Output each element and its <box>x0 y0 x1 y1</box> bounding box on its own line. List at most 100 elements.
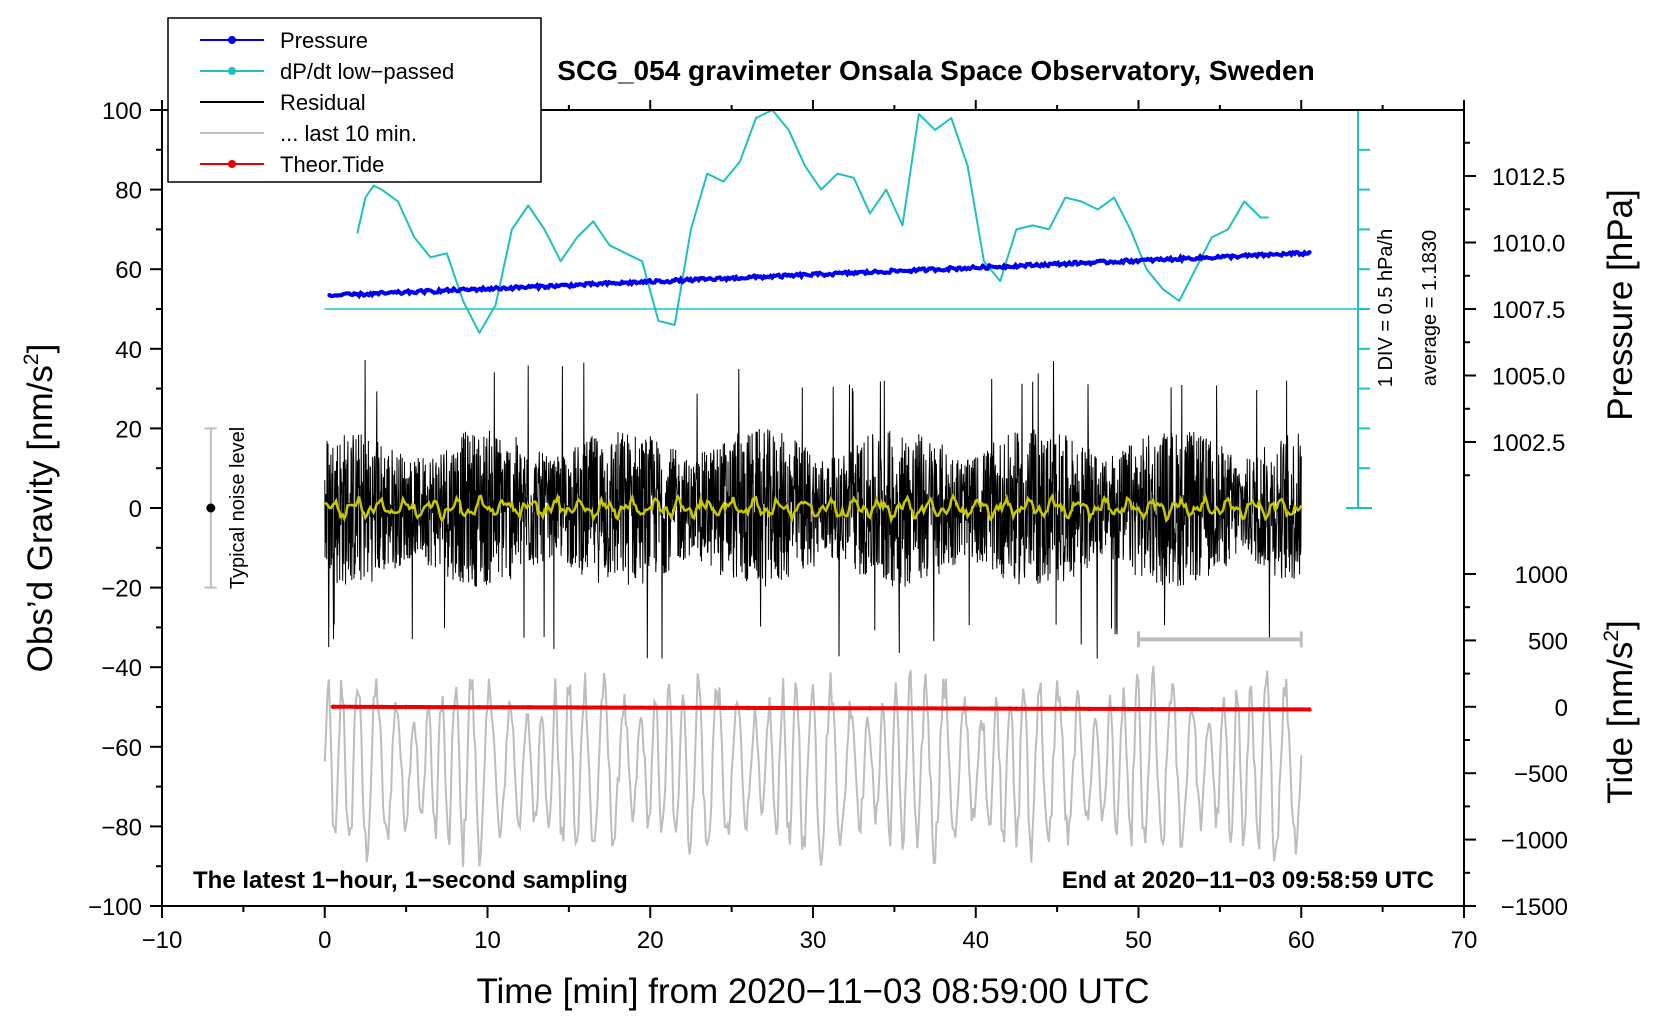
theor-tide-point <box>1038 706 1044 711</box>
dpdt-average-label: average = 1.1830 <box>1419 230 1441 386</box>
pressure-point <box>614 281 620 286</box>
theor-tide-point <box>1136 706 1141 712</box>
theor-tide-point <box>574 705 580 710</box>
pressure-point <box>588 282 594 288</box>
pressure-point <box>1091 260 1097 265</box>
theor-tide-point <box>1063 706 1068 711</box>
pressure-point <box>869 270 874 276</box>
pressure-point <box>425 287 430 293</box>
x-tick-label: 60 <box>1288 927 1315 954</box>
tide-axis-label-close: ] <box>1601 620 1640 630</box>
pressure-point <box>758 274 763 279</box>
pressure-point <box>823 272 829 277</box>
pressure-point <box>1170 258 1175 263</box>
pressure-point <box>954 267 959 273</box>
pressure-point <box>654 278 659 283</box>
pressure-point <box>804 272 809 277</box>
pressure-point <box>451 286 456 291</box>
pressure-point <box>438 289 443 295</box>
noise-level-indicator <box>204 427 217 589</box>
x-tick-label: 0 <box>318 927 331 954</box>
pressure-point <box>1157 257 1162 262</box>
pressure-point <box>373 291 378 296</box>
pressure-tick-label: 1007.5 <box>1492 297 1565 324</box>
y-axis-label-left-sup: 2 <box>20 353 43 365</box>
theor-tide-point <box>501 705 506 710</box>
x-axis-ticks: −10 0 10 20 30 40 50 60 70 <box>142 100 1477 954</box>
pressure-point <box>667 280 672 285</box>
tide-tick-label: 500 <box>1528 628 1568 655</box>
y-tick-label: 0 <box>129 496 142 523</box>
y-tick-label: −60 <box>101 735 142 762</box>
pressure-point <box>405 288 411 293</box>
pressure-point <box>693 276 698 281</box>
legend-box <box>167 17 542 183</box>
theor-tide-point <box>403 704 409 710</box>
pressure-point <box>738 276 744 281</box>
theor-tide-point <box>1282 707 1288 712</box>
pressure-point <box>1039 262 1044 267</box>
pressure-point <box>595 282 600 288</box>
pressure-point <box>1228 255 1234 261</box>
tide-tick-label: 1000 <box>1515 562 1568 589</box>
pressure-point <box>934 267 940 272</box>
pressure-point <box>1254 254 1260 259</box>
pressure-point <box>921 266 927 271</box>
pressure-point <box>1098 258 1103 263</box>
pressure-point <box>412 290 417 296</box>
theor-tide-point <box>355 704 360 710</box>
pressure-point <box>1196 256 1201 261</box>
pressure-point <box>1241 253 1247 258</box>
pressure-point <box>1183 256 1188 261</box>
pressure-point <box>1117 260 1123 265</box>
tide-tick-label: −1000 <box>1501 828 1568 855</box>
pressure-point <box>1065 261 1070 267</box>
tide-tick-label: 0 <box>1555 695 1568 722</box>
pressure-point <box>967 266 972 271</box>
pressure-point <box>1248 253 1253 258</box>
residual-lowpass-line <box>324 491 1303 525</box>
x-axis-label: Time [min] from 2020−11−03 08:59:00 UTC <box>476 972 1149 1011</box>
tide-axis-label-sup: 2 <box>1600 630 1623 642</box>
tide-tick-label: −500 <box>1514 761 1568 788</box>
y-tick-label: 20 <box>115 416 142 443</box>
pressure-point <box>1202 255 1208 260</box>
annotation-bottom-left: The latest 1−hour, 1−second sampling <box>193 867 628 894</box>
pressure-point <box>784 273 790 278</box>
pressure-point <box>1052 260 1057 266</box>
legend-label: ... last 10 min. <box>280 121 417 146</box>
pressure-point <box>915 267 920 273</box>
pressure-point <box>503 286 509 292</box>
pressure-point <box>458 287 463 292</box>
pressure-point <box>647 278 652 283</box>
pressure-point <box>529 283 535 289</box>
pressure-point <box>673 277 678 282</box>
theor-tide-point <box>843 706 848 711</box>
pressure-point <box>1045 263 1051 269</box>
tide-tick-label: −1500 <box>1501 894 1568 921</box>
y-tick-label: −40 <box>101 655 142 682</box>
pressure-point <box>562 282 567 288</box>
pressure-point <box>987 263 992 268</box>
pressure-point <box>902 268 907 274</box>
theor-tide-point <box>867 706 873 711</box>
pressure-point <box>863 271 868 276</box>
pressure-point <box>980 263 985 268</box>
pressure-point <box>1072 259 1077 265</box>
pressure-point <box>1111 260 1116 265</box>
legend-label: Pressure <box>280 28 368 53</box>
pressure-point <box>712 277 718 283</box>
chart-title: SCG_054 gravimeter Onsala Space Observat… <box>557 55 1314 86</box>
theor-tide-point <box>1087 706 1092 712</box>
theor-tide-point <box>526 705 531 710</box>
theor-tide-point <box>1233 707 1239 712</box>
pressure-point <box>1281 251 1286 256</box>
theor-tide-point <box>452 704 458 710</box>
pressure-point <box>1059 262 1064 267</box>
theor-tide-series <box>330 704 1312 712</box>
x-tick-label: 20 <box>637 927 664 954</box>
y-tick-label: 60 <box>115 257 142 284</box>
pressure-point <box>471 286 476 292</box>
pressure-point <box>836 270 842 275</box>
